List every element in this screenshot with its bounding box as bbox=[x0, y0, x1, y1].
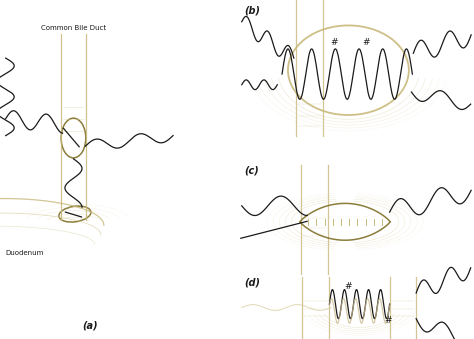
Text: (c): (c) bbox=[244, 166, 259, 176]
Text: Common Bile Duct: Common Bile Duct bbox=[41, 25, 106, 32]
Text: #: # bbox=[330, 38, 338, 47]
Text: Duodenum: Duodenum bbox=[6, 250, 44, 256]
Text: #: # bbox=[362, 38, 370, 47]
Text: (a): (a) bbox=[82, 320, 98, 330]
Text: (b): (b) bbox=[244, 6, 260, 16]
Text: #: # bbox=[384, 316, 392, 325]
Text: #: # bbox=[345, 282, 352, 291]
Text: (d): (d) bbox=[244, 277, 260, 287]
